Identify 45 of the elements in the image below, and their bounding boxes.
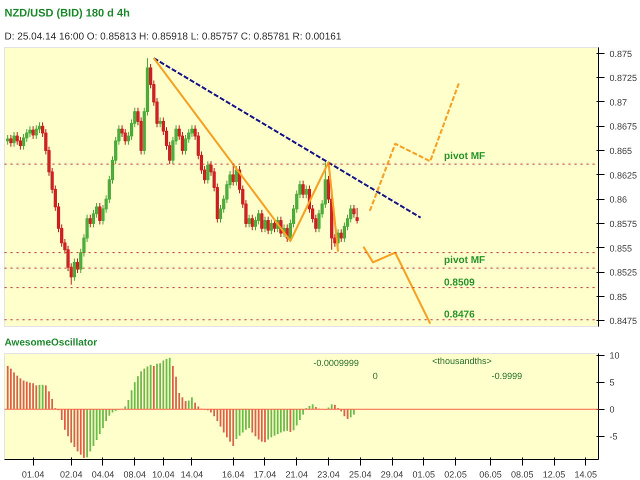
chart-title: AwesomeOscillator bbox=[4, 338, 98, 348]
ref-line-label: pivot MF bbox=[444, 151, 486, 162]
x-tick-label: 12.05 bbox=[542, 470, 566, 480]
y-tick-label: 0.8575 bbox=[610, 218, 638, 229]
y-tick-label: 0.8675 bbox=[610, 122, 638, 132]
ref-line-label: pivot MF bbox=[444, 255, 486, 266]
y-tick-label: 0.87 bbox=[610, 97, 628, 108]
annotation: <thousandths> bbox=[432, 356, 492, 366]
y-tick-label: 0.85 bbox=[610, 292, 628, 302]
y-tick-label: 0.8525 bbox=[610, 268, 638, 278]
y-tick-label: 5 bbox=[610, 378, 615, 388]
x-tick-label: 17.04 bbox=[254, 470, 276, 480]
y-tick-label: 0.8725 bbox=[610, 73, 638, 84]
annotation: -0.0009999 bbox=[313, 358, 359, 368]
x-tick-label: 25.04 bbox=[349, 470, 372, 480]
x-tick-label: 29.04 bbox=[380, 470, 404, 480]
x-tick-label: 14.05 bbox=[574, 470, 598, 480]
x-tick-label: 10.04 bbox=[152, 470, 175, 480]
ref-line-label: 0.8509 bbox=[444, 278, 476, 289]
chart-title: NZD/USD (BID) 180 d 4h bbox=[4, 8, 130, 20]
x-tick-label: 21.04 bbox=[285, 470, 308, 480]
x-tick-label: 16.04 bbox=[222, 470, 244, 480]
x-tick-label: 02.04 bbox=[60, 470, 82, 480]
x-tick-label: 01.05 bbox=[412, 470, 436, 480]
x-tick-label: 01.04 bbox=[22, 470, 44, 480]
y-tick-label: 0.8475 bbox=[610, 316, 638, 326]
y-tick-label: 0.865 bbox=[610, 146, 632, 156]
y-tick-label: 0.86 bbox=[610, 194, 628, 205]
y-tick-label: 10 bbox=[610, 350, 620, 361]
y-tick-label: 0 bbox=[610, 404, 615, 415]
y-tick-label: 0.875 bbox=[610, 48, 632, 59]
ref-line-label: 0.8476 bbox=[444, 310, 476, 321]
annotation: -0.9999 bbox=[492, 370, 522, 381]
y-tick-label: -5 bbox=[610, 432, 618, 442]
y-tick-label: 0.855 bbox=[610, 243, 632, 254]
y-tick-label: 0.8625 bbox=[610, 170, 638, 180]
x-tick-label: 08.04 bbox=[123, 470, 146, 480]
x-tick-label: 14.04 bbox=[180, 470, 204, 480]
x-tick-label: 23.04 bbox=[317, 470, 340, 480]
x-tick-label: 06.05 bbox=[479, 470, 502, 480]
x-tick-label: 08.05 bbox=[511, 470, 534, 480]
x-tick-label: 04.04 bbox=[92, 470, 114, 480]
annotation: 0 bbox=[372, 370, 378, 381]
x-tick-label: 02.05 bbox=[444, 470, 467, 480]
chart-subtitle: D: 25.04.14 16:00 O: 0.85813 H: 0.85918 L: 0.85757 C: 0.85781 R: 0.00161 bbox=[4, 32, 342, 42]
